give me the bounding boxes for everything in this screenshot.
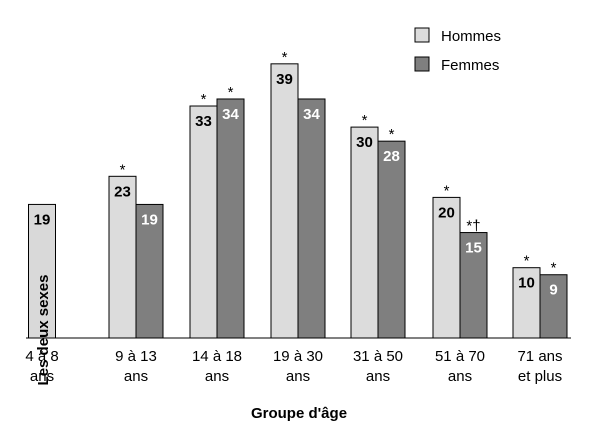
legend-swatch-femmes [414, 56, 430, 72]
hommes-6-significance-marker: * [524, 253, 530, 270]
both-sexes-value-label: 19 [34, 211, 51, 228]
hommes-2-value-label: 33 [195, 113, 212, 130]
femmes-2-value-label: 34 [222, 106, 239, 123]
category-label: 71 ans et plus [517, 348, 562, 385]
category-label-line: 31 à 50 [353, 348, 403, 365]
category-label-line: ans [366, 368, 390, 385]
hommes-6-value-label: 10 [518, 275, 535, 292]
category-label: 9 à 13 ans [115, 348, 157, 385]
category-label-line: 71 ans [517, 348, 562, 365]
hommes-2-significance-marker: * [201, 91, 207, 108]
category-label-line: ans [286, 368, 310, 385]
femmes-2-significance-marker: * [228, 84, 234, 101]
femmes-6-bar [539, 274, 568, 339]
category-label-line: ans [124, 368, 148, 385]
hommes-1-value-label: 23 [114, 183, 131, 200]
femmes-5-value-label: 15 [465, 240, 482, 257]
category-label-line: 14 à 18 [192, 348, 242, 365]
category-label-line: 9 à 13 [115, 348, 157, 365]
category-label-line: ans [30, 368, 54, 385]
legend: Hommes Femmes [414, 27, 501, 74]
hommes-3-value-label: 39 [276, 71, 293, 88]
category-label: 19 à 30 ans [273, 348, 323, 385]
legend-label-hommes: Hommes [441, 28, 501, 45]
labels-layer: 19 Les deux sexes 23 * 19 33 * 34 * 39 * 34 30 * 28 * 20… [25, 49, 562, 386]
hommes-4-significance-marker: * [362, 112, 368, 129]
category-label-line: ans [448, 368, 472, 385]
femmes-2-bar [216, 98, 245, 339]
femmes-4-value-label: 28 [383, 148, 400, 165]
hommes-4-value-label: 30 [356, 134, 373, 151]
femmes-1-value-label: 19 [141, 211, 158, 228]
category-label-line: 19 à 30 [273, 348, 323, 365]
hommes-2-bar [189, 105, 218, 339]
both-sexes-series-label: Les deux sexes [35, 275, 52, 386]
hommes-3-significance-marker: * [282, 49, 288, 66]
femmes-1-bar [135, 203, 164, 339]
category-label: 4 à 8 ans [25, 348, 58, 385]
femmes-3-bar [297, 98, 326, 339]
category-label: 51 à 70 ans [435, 348, 485, 385]
hommes-5-value-label: 20 [438, 204, 455, 221]
category-label-line: 51 à 70 [435, 348, 485, 365]
femmes-6-significance-marker: * [551, 260, 557, 277]
femmes-5-bar [459, 232, 488, 339]
bars-layer [28, 63, 568, 339]
both-sexes-bar [28, 203, 56, 339]
hommes-5-significance-marker: * [444, 182, 450, 199]
category-label: 31 à 50 ans [353, 348, 403, 385]
femmes-4-significance-marker: * [389, 126, 395, 143]
category-label-line: 4 à 8 [25, 348, 58, 365]
category-label-line: et plus [518, 368, 562, 385]
femmes-5-significance-marker: *† [466, 218, 480, 235]
hommes-3-bar [270, 63, 299, 339]
hommes-4-bar [350, 126, 379, 339]
category-label-line: ans [205, 368, 229, 385]
hommes-1-significance-marker: * [120, 161, 126, 178]
femmes-4-bar [377, 140, 406, 339]
femmes-3-value-label: 34 [303, 106, 320, 123]
hommes-1-bar [108, 175, 137, 339]
x-axis-title: Groupe d'âge [251, 405, 347, 422]
category-label: 14 à 18 ans [192, 348, 242, 385]
legend-label-femmes: Femmes [441, 57, 499, 74]
femmes-6-value-label: 9 [549, 282, 557, 299]
legend-swatch-hommes [414, 27, 430, 43]
